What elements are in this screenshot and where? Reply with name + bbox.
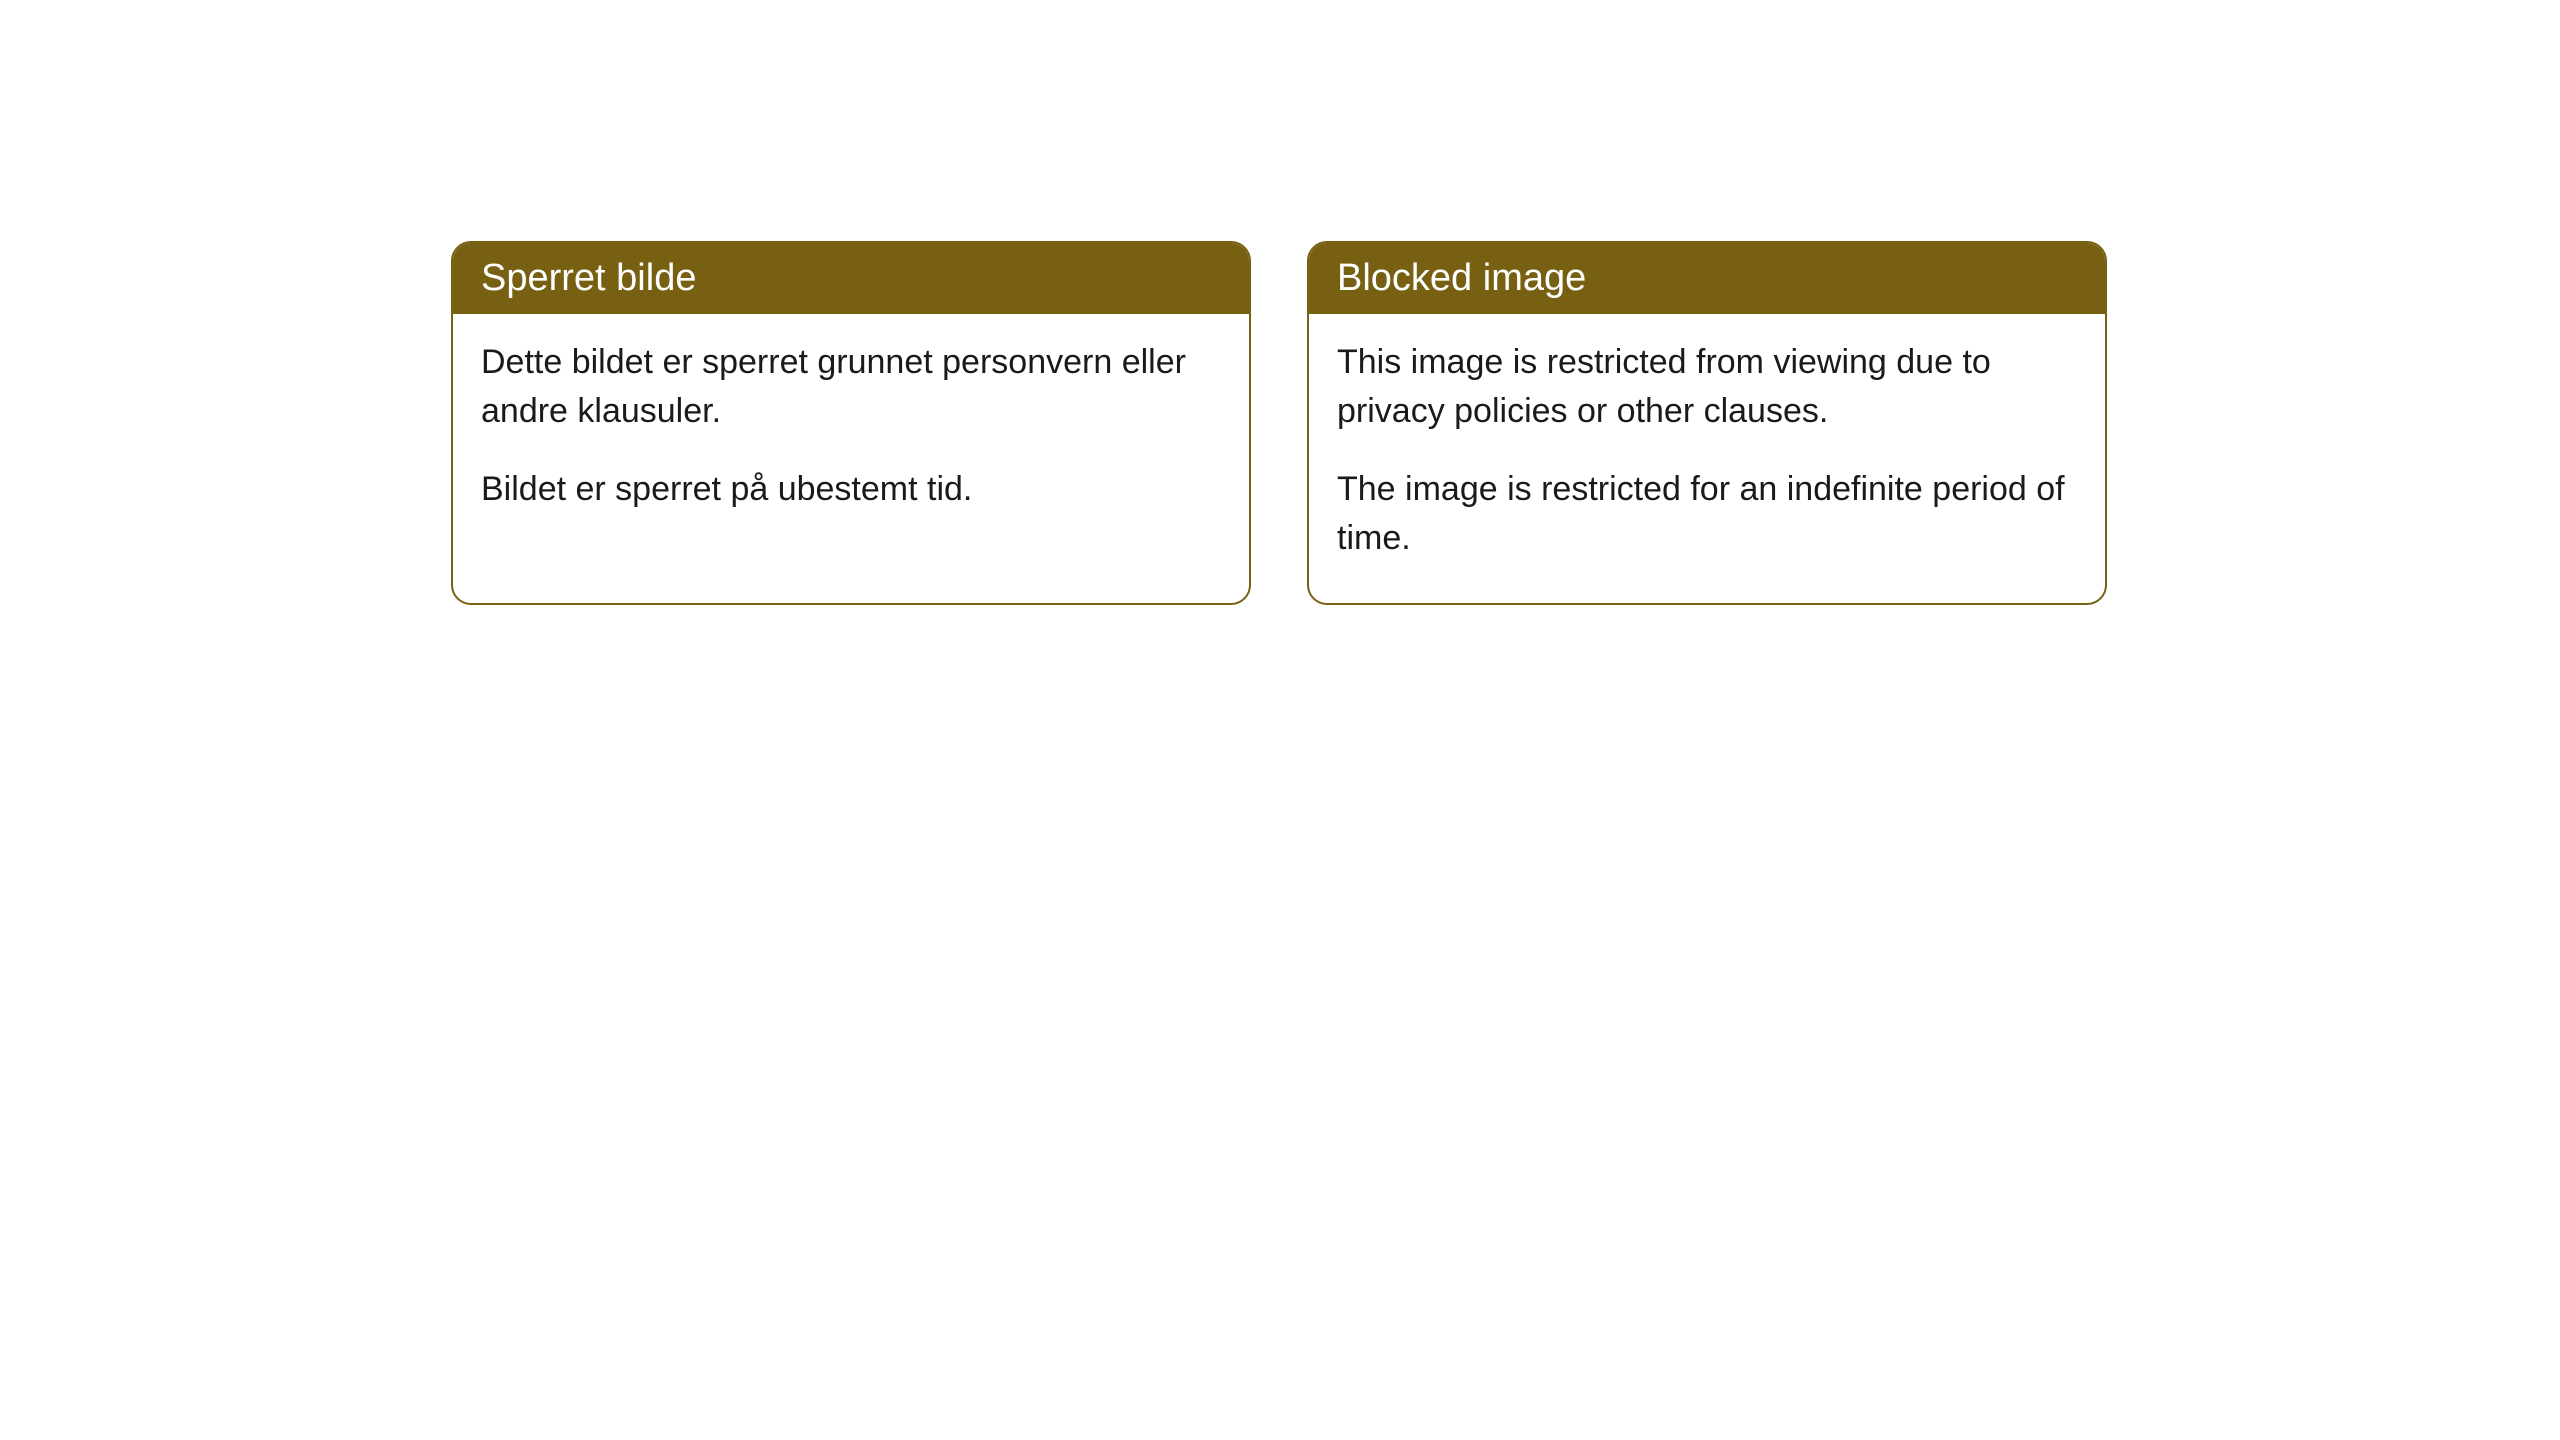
card-body-english: This image is restricted from viewing du… [1309,314,2105,603]
blocked-image-card-norwegian: Sperret bilde Dette bildet er sperret gr… [451,241,1251,605]
card-body-norwegian: Dette bildet er sperret grunnet personve… [453,314,1249,554]
card-paragraph-2-norwegian: Bildet er sperret på ubestemt tid. [481,465,1221,514]
card-title-english: Blocked image [1337,257,1586,299]
notice-cards-container: Sperret bilde Dette bildet er sperret gr… [451,241,2107,605]
card-paragraph-2-english: The image is restricted for an indefinit… [1337,465,2077,564]
card-header-norwegian: Sperret bilde [453,243,1249,314]
card-paragraph-1-english: This image is restricted from viewing du… [1337,338,2077,437]
card-paragraph-1-norwegian: Dette bildet er sperret grunnet personve… [481,338,1221,437]
blocked-image-card-english: Blocked image This image is restricted f… [1307,241,2107,605]
card-header-english: Blocked image [1309,243,2105,314]
card-title-norwegian: Sperret bilde [481,257,696,299]
